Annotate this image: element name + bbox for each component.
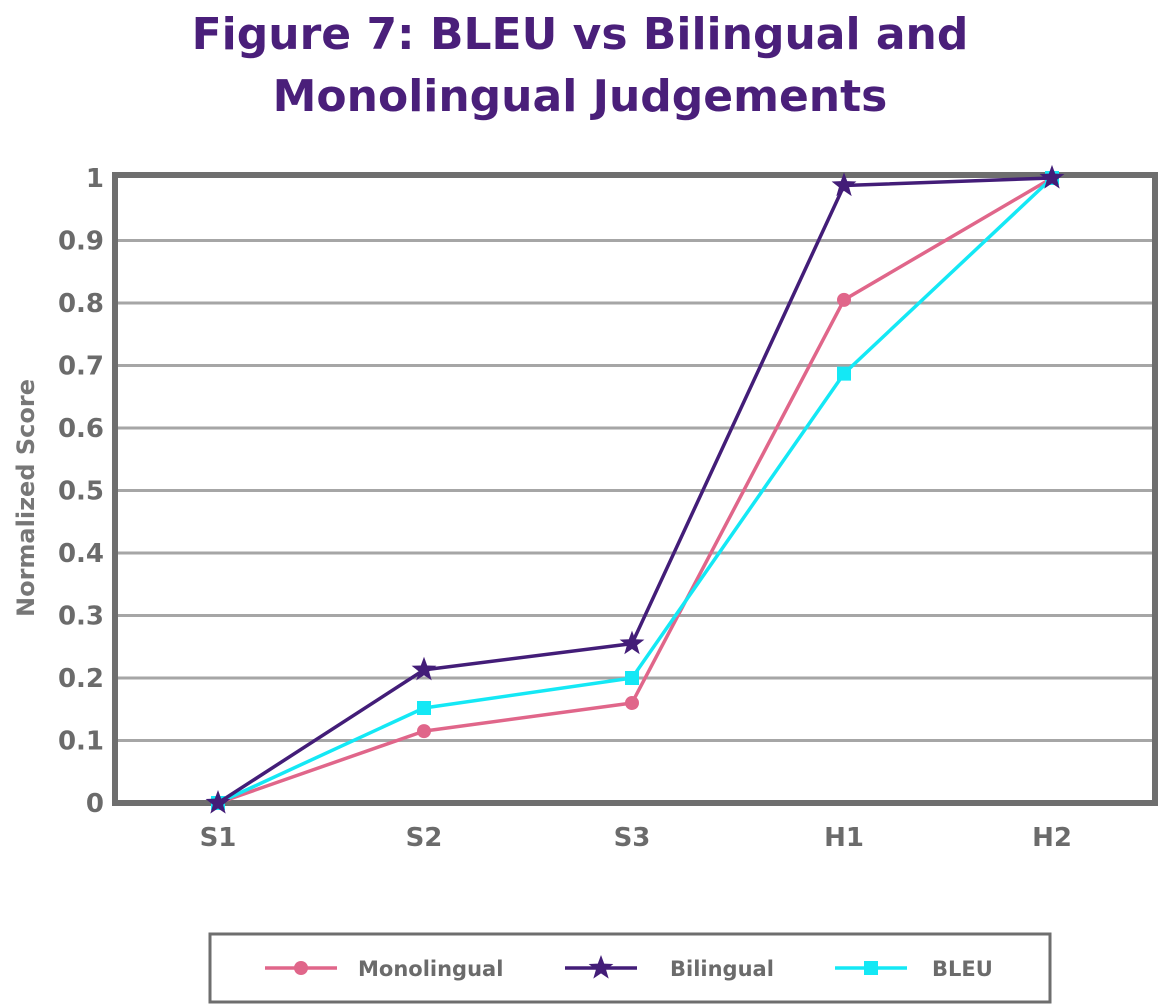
y-tick-label: 0.2	[58, 664, 104, 694]
y-tick-label: 0.5	[58, 477, 104, 507]
data-point-bilingual	[831, 172, 857, 197]
chart-title: Figure 7: BLEU vs Bilingual and Monoling…	[0, 4, 1160, 128]
legend-label-bleu: BLEU	[932, 957, 993, 981]
legend: Monolingual Bilingual BLEU	[265, 955, 993, 981]
data-point-bilingual	[619, 630, 645, 655]
y-tick-label: 0.4	[58, 539, 104, 569]
y-tick-label: 0	[86, 789, 104, 819]
legend-item-monolingual: Monolingual	[265, 957, 503, 981]
x-tick-label: H2	[1032, 823, 1072, 853]
data-point-bleu	[417, 701, 431, 715]
y-tick-label: 0.3	[58, 602, 104, 632]
data-point-bleu	[837, 366, 851, 381]
y-tick-label: 1	[86, 164, 104, 194]
legend-label-bilingual: Bilingual	[670, 957, 774, 981]
y-tick-label: 0.1	[58, 727, 104, 757]
x-axis-ticks: S1 S2 S3 H1 H2	[200, 823, 1072, 853]
x-tick-label: S3	[614, 823, 651, 853]
legend-label-monolingual: Monolingual	[358, 957, 503, 981]
x-tick-label: H1	[824, 823, 864, 853]
data-point-bilingual	[1039, 164, 1065, 189]
legend-item-bleu: BLEU	[835, 957, 993, 981]
legend-marker-monolingual	[294, 961, 308, 975]
series	[205, 164, 1065, 814]
chart-title-line-1: Figure 7: BLEU vs Bilingual and	[191, 9, 969, 60]
gridlines	[115, 239, 1155, 742]
chart-title-line-2: Monolingual Judgements	[272, 71, 888, 122]
legend-marker-bilingual	[588, 955, 614, 979]
y-tick-label: 0.6	[58, 414, 104, 444]
x-tick-label: S1	[200, 823, 237, 853]
series-bilingual	[205, 164, 1065, 814]
data-point-bleu	[625, 671, 639, 685]
legend-marker-bleu	[864, 961, 878, 975]
data-point-bilingual	[411, 656, 437, 681]
x-tick-label: S2	[406, 823, 443, 853]
legend-item-bilingual: Bilingual	[565, 955, 774, 981]
data-point-bilingual	[205, 790, 231, 814]
y-axis-ticks: 0 0.1 0.2 0.3 0.4 0.5 0.6 0.7 0.8 0.9 1	[58, 164, 104, 819]
y-tick-label: 0.8	[58, 289, 104, 319]
y-axis-label: Normalized Score	[12, 379, 40, 617]
data-point-monolingual	[837, 292, 851, 307]
data-point-monolingual	[625, 696, 639, 710]
y-tick-label: 0.7	[58, 352, 104, 382]
data-point-monolingual	[417, 724, 431, 739]
plot-area-border	[112, 172, 1158, 806]
y-tick-label: 0.9	[58, 227, 104, 257]
